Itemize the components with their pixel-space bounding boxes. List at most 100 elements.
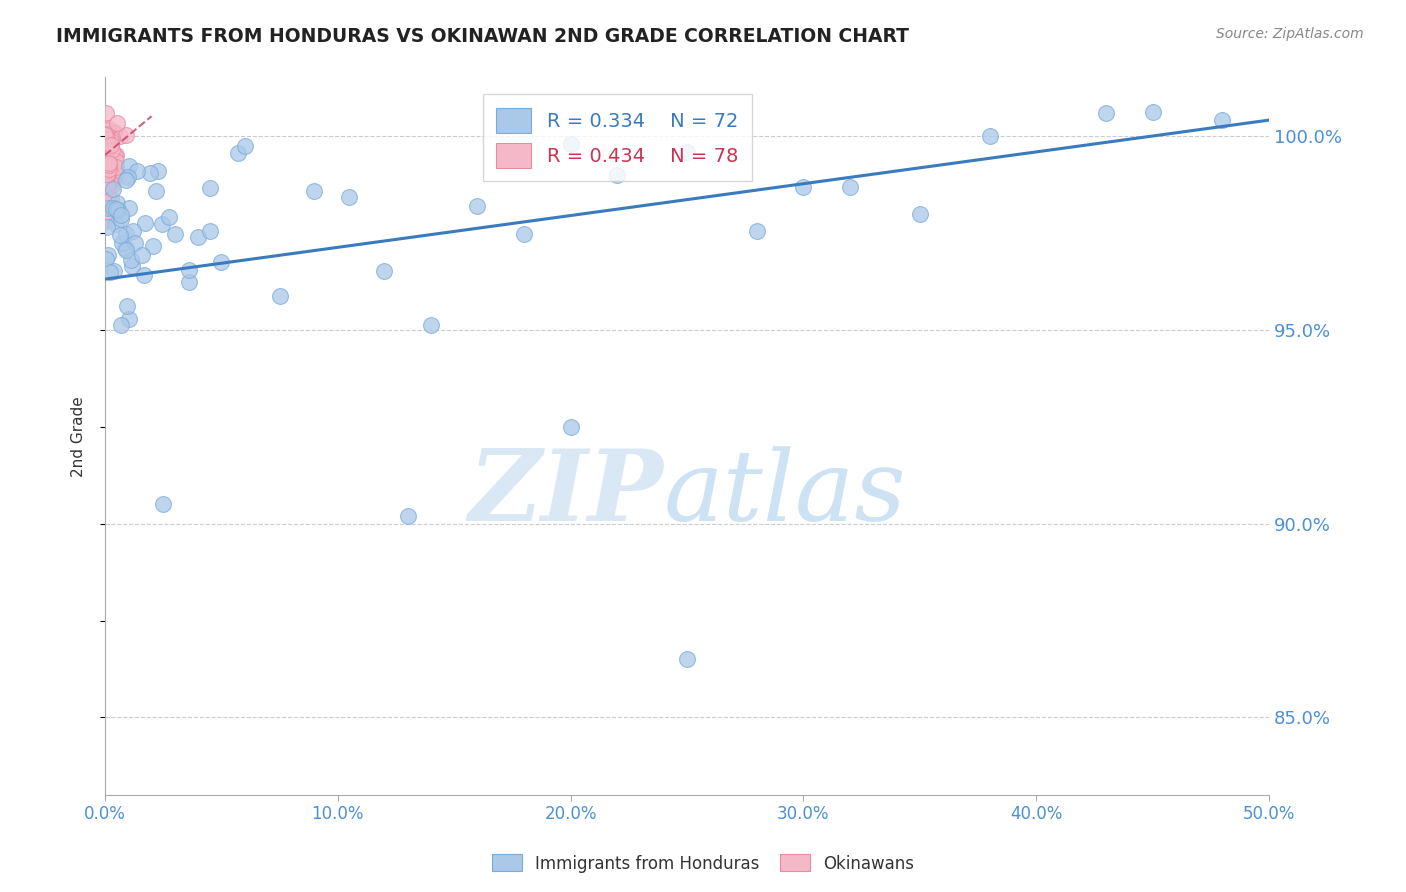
Point — [792, 179, 814, 194]
Point — [100, 138, 122, 153]
Point — [94, 142, 117, 156]
Point — [117, 202, 139, 216]
Point — [101, 143, 124, 157]
Point — [100, 159, 122, 173]
Point — [118, 159, 141, 173]
Point — [121, 224, 143, 238]
Point — [139, 166, 162, 180]
Point — [96, 169, 118, 184]
Point — [96, 169, 118, 184]
Point — [110, 211, 132, 226]
Point — [110, 318, 132, 332]
Point — [103, 125, 125, 139]
Point — [187, 230, 209, 244]
Point — [94, 153, 117, 168]
Point — [1095, 105, 1118, 120]
Point — [103, 158, 125, 172]
Point — [125, 164, 148, 178]
Point — [233, 139, 256, 153]
Point — [115, 243, 138, 257]
Point — [96, 167, 118, 181]
Point — [676, 145, 699, 159]
Point — [157, 211, 180, 225]
Point — [104, 153, 127, 168]
Point — [96, 153, 118, 168]
Point — [96, 252, 118, 267]
Point — [467, 199, 489, 213]
Point — [94, 163, 117, 178]
Point — [103, 264, 125, 278]
Point — [120, 252, 142, 267]
Point — [98, 175, 121, 189]
Point — [979, 128, 1001, 143]
Point — [94, 175, 117, 189]
Point — [94, 105, 117, 120]
Point — [96, 178, 118, 192]
Point — [908, 206, 931, 220]
Point — [304, 184, 326, 198]
Point — [177, 276, 200, 290]
Point — [97, 202, 120, 216]
Point — [96, 166, 118, 180]
Point — [98, 265, 121, 279]
Point — [97, 179, 120, 194]
Point — [101, 178, 124, 193]
Point — [105, 116, 128, 130]
Point — [101, 201, 124, 215]
Point — [97, 155, 120, 169]
Point — [105, 196, 128, 211]
Point — [94, 163, 117, 178]
Point — [94, 127, 117, 141]
Point — [96, 138, 118, 153]
Point — [111, 235, 134, 250]
Point — [94, 137, 117, 152]
Point — [97, 145, 120, 160]
Point — [94, 142, 117, 156]
Point — [96, 144, 118, 158]
Point — [745, 224, 768, 238]
Point — [104, 157, 127, 171]
Point — [101, 126, 124, 140]
Point — [104, 217, 127, 231]
Point — [115, 227, 138, 241]
Point — [94, 212, 117, 227]
Point — [101, 149, 124, 163]
Point — [131, 247, 153, 261]
Point — [373, 264, 395, 278]
Point — [94, 146, 117, 161]
Point — [94, 180, 117, 194]
Point — [105, 202, 128, 217]
Point — [121, 260, 143, 274]
Point — [118, 312, 141, 326]
Point — [101, 131, 124, 145]
Point — [103, 170, 125, 185]
Point — [142, 238, 165, 252]
Point — [115, 299, 138, 313]
Point — [198, 181, 221, 195]
Point — [94, 175, 117, 189]
Point — [97, 190, 120, 204]
Point — [97, 142, 120, 156]
Point — [513, 227, 536, 242]
Point — [97, 120, 120, 135]
Point — [96, 178, 118, 193]
Point — [97, 164, 120, 178]
Point — [150, 218, 173, 232]
Text: Source: ZipAtlas.com: Source: ZipAtlas.com — [1216, 27, 1364, 41]
Point — [94, 149, 117, 163]
Point — [163, 227, 186, 242]
Point — [97, 155, 120, 169]
Point — [98, 196, 121, 211]
Point — [96, 187, 118, 202]
Point — [198, 224, 221, 238]
Point — [1211, 113, 1233, 128]
Point — [339, 190, 361, 204]
Point — [1142, 105, 1164, 120]
Point — [124, 235, 146, 250]
Text: ZIP: ZIP — [468, 445, 664, 542]
Point — [105, 164, 128, 178]
Point — [117, 169, 139, 184]
Point — [97, 158, 120, 172]
Point — [96, 150, 118, 164]
Point — [100, 169, 122, 183]
